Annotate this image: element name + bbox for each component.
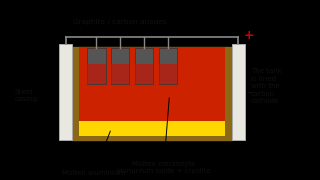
Bar <box>232 44 245 140</box>
Text: –: – <box>247 87 252 97</box>
Bar <box>111 64 129 84</box>
Bar <box>159 64 177 84</box>
Bar <box>79 121 225 136</box>
Bar <box>59 44 72 140</box>
Bar <box>87 64 106 84</box>
Bar <box>135 64 153 84</box>
Text: Molten electrolyte
aluminium oxide + cryolite: Molten electrolyte aluminium oxide + cry… <box>116 98 211 174</box>
Text: Steel
casing: Steel casing <box>14 89 56 102</box>
Bar <box>159 48 177 84</box>
Text: Molten aluminium: Molten aluminium <box>62 131 125 176</box>
Bar <box>135 48 153 84</box>
Text: The tank
is lined
with the
carbon
cathode: The tank is lined with the carbon cathod… <box>251 68 282 104</box>
Bar <box>111 48 129 84</box>
Bar <box>72 47 232 140</box>
Text: Graphite / carbon anodes: Graphite / carbon anodes <box>73 19 166 34</box>
Bar <box>79 47 225 136</box>
Bar <box>87 48 106 84</box>
Text: +: + <box>244 29 255 42</box>
